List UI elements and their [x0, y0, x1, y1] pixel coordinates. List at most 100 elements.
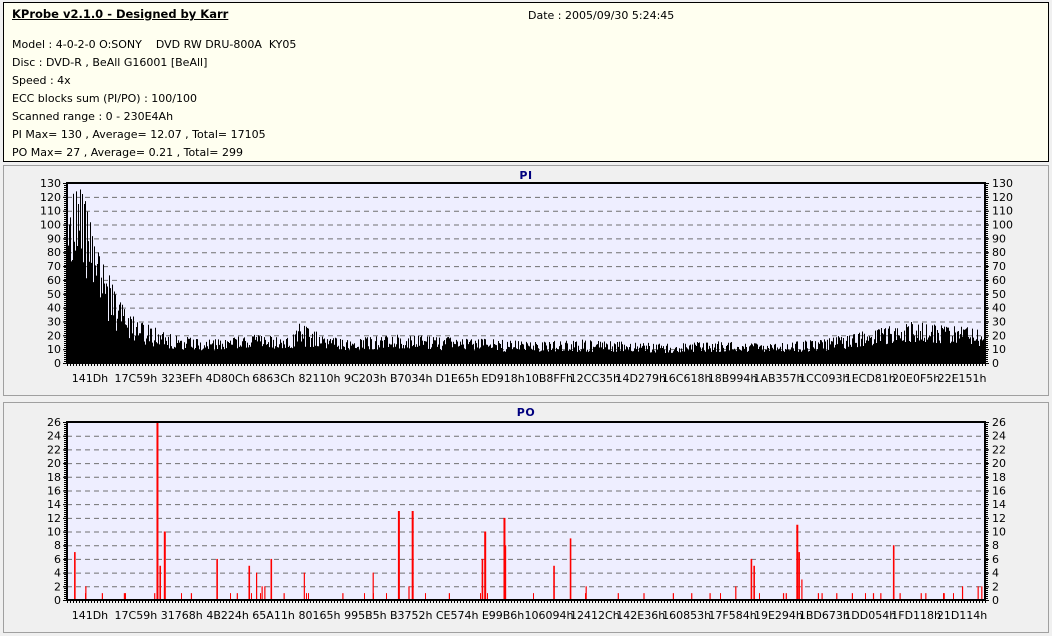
po-plot-area[interactable]: 0 0 2 2 4 4 6 6 8 8 10 10 12 12 14 14 16 16 18 18 20 20 22 22 24… — [4, 403, 1048, 632]
svg-text:4D80Ch: 4D80Ch — [206, 372, 250, 385]
svg-text:4B224h: 4B224h — [206, 609, 249, 622]
svg-text:1AB357h: 1AB357h — [753, 372, 803, 385]
svg-text:40: 40 — [992, 302, 1006, 315]
svg-text:70: 70 — [47, 260, 61, 273]
svg-text:120: 120 — [40, 191, 61, 204]
svg-text:65A11h: 65A11h — [252, 609, 295, 622]
info-scanned-range: Scanned range : 0 - 230E4Ah — [12, 110, 174, 123]
svg-text:1CC093h: 1CC093h — [799, 372, 849, 385]
svg-text:14D279h: 14D279h — [616, 372, 666, 385]
svg-text:26: 26 — [992, 416, 1006, 429]
svg-text:E99B6h: E99B6h — [482, 609, 524, 622]
svg-text:20: 20 — [992, 329, 1006, 342]
svg-text:90: 90 — [992, 232, 1006, 245]
svg-text:1FD118h: 1FD118h — [891, 609, 941, 622]
svg-text:130: 130 — [992, 177, 1013, 190]
svg-text:141Dh: 141Dh — [72, 609, 108, 622]
svg-text:D1E65h: D1E65h — [435, 372, 478, 385]
svg-text:110: 110 — [40, 205, 61, 218]
svg-text:8: 8 — [54, 539, 61, 552]
svg-text:2: 2 — [992, 580, 999, 593]
svg-text:90: 90 — [47, 232, 61, 245]
svg-text:16: 16 — [47, 484, 61, 497]
svg-text:17F584h: 17F584h — [708, 609, 756, 622]
svg-text:110: 110 — [992, 205, 1013, 218]
svg-text:18B994h: 18B994h — [708, 372, 758, 385]
svg-text:60: 60 — [47, 274, 61, 287]
pi-chart-title: PI — [519, 169, 533, 182]
svg-text:20: 20 — [992, 457, 1006, 470]
svg-text:82110h: 82110h — [298, 372, 340, 385]
svg-text:22E151h: 22E151h — [938, 372, 987, 385]
po-chart-title: PO — [516, 406, 536, 419]
svg-text:14: 14 — [47, 498, 61, 511]
svg-text:24: 24 — [47, 430, 61, 443]
svg-text:16: 16 — [992, 484, 1006, 497]
svg-text:21D114h: 21D114h — [937, 609, 987, 622]
svg-text:80: 80 — [992, 246, 1006, 259]
svg-text:ED918h: ED918h — [481, 372, 524, 385]
svg-text:16C618h: 16C618h — [662, 372, 712, 385]
svg-text:12: 12 — [992, 512, 1006, 525]
svg-text:6863Ch: 6863Ch — [252, 372, 295, 385]
svg-text:30: 30 — [992, 315, 1006, 328]
svg-text:20: 20 — [47, 457, 61, 470]
svg-text:12: 12 — [47, 512, 61, 525]
svg-text:8: 8 — [992, 539, 999, 552]
svg-text:323EFh: 323EFh — [161, 372, 202, 385]
info-pi-summary: PI Max= 130 , Average= 12.07 , Total= 17… — [12, 128, 266, 141]
svg-text:120: 120 — [992, 191, 1013, 204]
svg-text:10: 10 — [992, 343, 1006, 356]
svg-text:6: 6 — [992, 553, 999, 566]
pi-chart-panel: PI 0 0 10 10 20 20 30 30 40 40 50 50 60 60 70 70 80 80 90 9… — [3, 165, 1049, 396]
svg-text:141Dh: 141Dh — [72, 372, 108, 385]
svg-text:100: 100 — [40, 219, 61, 232]
svg-text:22: 22 — [992, 443, 1006, 456]
svg-text:9C203h: 9C203h — [344, 372, 387, 385]
po-chart-panel: PO 0 0 2 2 4 4 6 6 8 8 10 10 12 12 14 14 16 16 18 18 20 20 22 2… — [3, 402, 1049, 633]
app-title: KProbe v2.1.0 - Designed by Karr — [12, 7, 229, 21]
info-model: Model : 4-0-2-0 O:SONY DVD RW DRU-800A K… — [12, 38, 297, 51]
svg-text:17C59h: 17C59h — [115, 372, 158, 385]
svg-text:10: 10 — [47, 526, 61, 539]
svg-text:1BD673h: 1BD673h — [799, 609, 850, 622]
svg-text:18: 18 — [47, 471, 61, 484]
svg-text:10: 10 — [47, 343, 61, 356]
svg-text:12412Ch: 12412Ch — [570, 609, 620, 622]
svg-text:4: 4 — [992, 567, 999, 580]
svg-text:30: 30 — [47, 315, 61, 328]
svg-text:4: 4 — [54, 567, 61, 580]
svg-text:995B5h: 995B5h — [344, 609, 387, 622]
pi-plot-area[interactable]: 0 0 10 10 20 20 30 30 40 40 50 50 60 60 70 70 80 80 90 90 10… — [4, 166, 1048, 395]
svg-text:60: 60 — [992, 274, 1006, 287]
info-ecc-blocks: ECC blocks sum (PI/PO) : 100/100 — [12, 92, 197, 105]
svg-text:0: 0 — [992, 357, 999, 370]
info-speed: Speed : 4x — [12, 74, 71, 87]
svg-text:10: 10 — [992, 526, 1006, 539]
svg-text:6: 6 — [54, 553, 61, 566]
scan-info-lines: Model : 4-0-2-0 O:SONY DVD RW DRU-800A K… — [12, 36, 296, 162]
svg-text:26: 26 — [47, 416, 61, 429]
svg-text:0: 0 — [54, 594, 61, 607]
svg-text:1DD054h: 1DD054h — [844, 609, 896, 622]
svg-text:50: 50 — [47, 288, 61, 301]
svg-text:100: 100 — [992, 219, 1013, 232]
svg-text:70: 70 — [992, 260, 1006, 273]
info-disc: Disc : DVD-R , BeAll G16001 [BeAll] — [12, 56, 208, 69]
svg-text:14: 14 — [992, 498, 1006, 511]
svg-text:B7034h: B7034h — [390, 372, 433, 385]
scan-date: Date : 2005/09/30 5:24:45 — [528, 9, 675, 22]
svg-text:1ECD81h: 1ECD81h — [845, 372, 896, 385]
svg-text:80: 80 — [47, 246, 61, 259]
svg-text:31768h: 31768h — [161, 609, 203, 622]
svg-text:50: 50 — [992, 288, 1006, 301]
svg-text:40: 40 — [47, 302, 61, 315]
svg-text:106094h: 106094h — [524, 609, 573, 622]
svg-text:17C59h: 17C59h — [115, 609, 158, 622]
svg-text:12CC35h: 12CC35h — [570, 372, 620, 385]
svg-text:130: 130 — [40, 177, 61, 190]
svg-text:2: 2 — [54, 580, 61, 593]
